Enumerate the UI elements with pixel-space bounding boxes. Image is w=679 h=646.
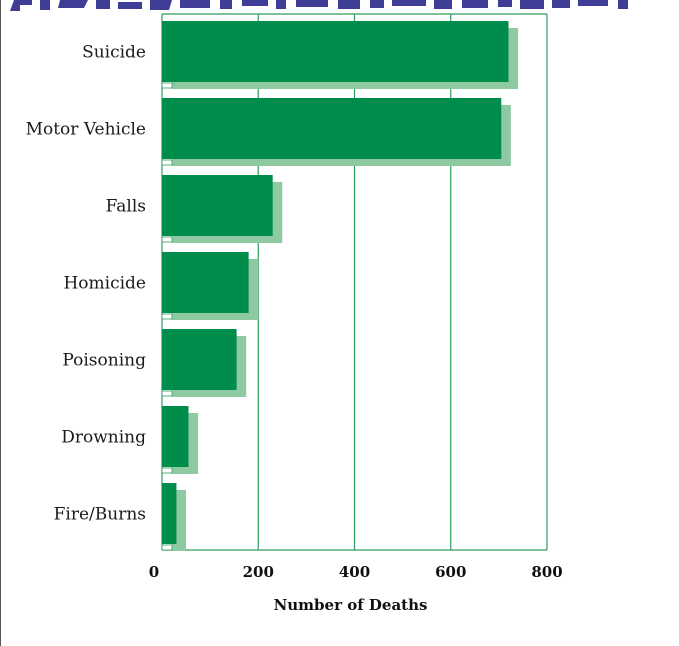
bar-notch-poisoning: [161, 390, 173, 397]
category-label-homicide: Homicide: [63, 274, 146, 294]
category-label-poisoning: Poisoning: [62, 351, 146, 371]
x-tick-800: 800: [531, 563, 562, 581]
x-tick-400: 400: [339, 563, 370, 581]
bar-drowning: [162, 406, 189, 467]
bar-suicide: [162, 21, 509, 82]
category-label-fire-burns: Fire/Burns: [54, 505, 146, 525]
bar-notch-fire-burns: [161, 544, 173, 551]
bar-poisoning: [162, 329, 237, 390]
bar-notch-falls: [161, 236, 173, 243]
bar-notch-motor-vehicle: [161, 159, 173, 166]
bar-fire-burns: [162, 483, 177, 544]
bars: [161, 21, 519, 551]
cropped-header-strip: [0, 0, 679, 17]
x-tick-0: 0: [149, 563, 159, 581]
cropped-header-text: [10, 0, 628, 11]
category-label-drowning: Drowning: [61, 428, 146, 448]
category-label-motor-vehicle: Motor Vehicle: [26, 120, 146, 140]
category-label-falls: Falls: [106, 197, 146, 217]
bar-notch-drowning: [161, 467, 173, 474]
x-tick-600: 600: [435, 563, 466, 581]
category-label-suicide: Suicide: [82, 43, 146, 63]
x-tick-200: 200: [243, 563, 274, 581]
bar-notch-suicide: [161, 82, 173, 89]
bar-homicide: [162, 252, 249, 313]
page-left-border: [0, 0, 1, 646]
bar-motor-vehicle: [162, 98, 502, 159]
bar-notch-homicide: [161, 313, 173, 320]
bar-falls: [162, 175, 273, 236]
category-labels: Suicide Motor Vehicle Falls Homicide Poisoni…: [26, 43, 147, 525]
x-tick-labels: 0 200 400 600 800: [149, 563, 563, 581]
x-axis-title: Number of Deaths: [274, 596, 428, 614]
